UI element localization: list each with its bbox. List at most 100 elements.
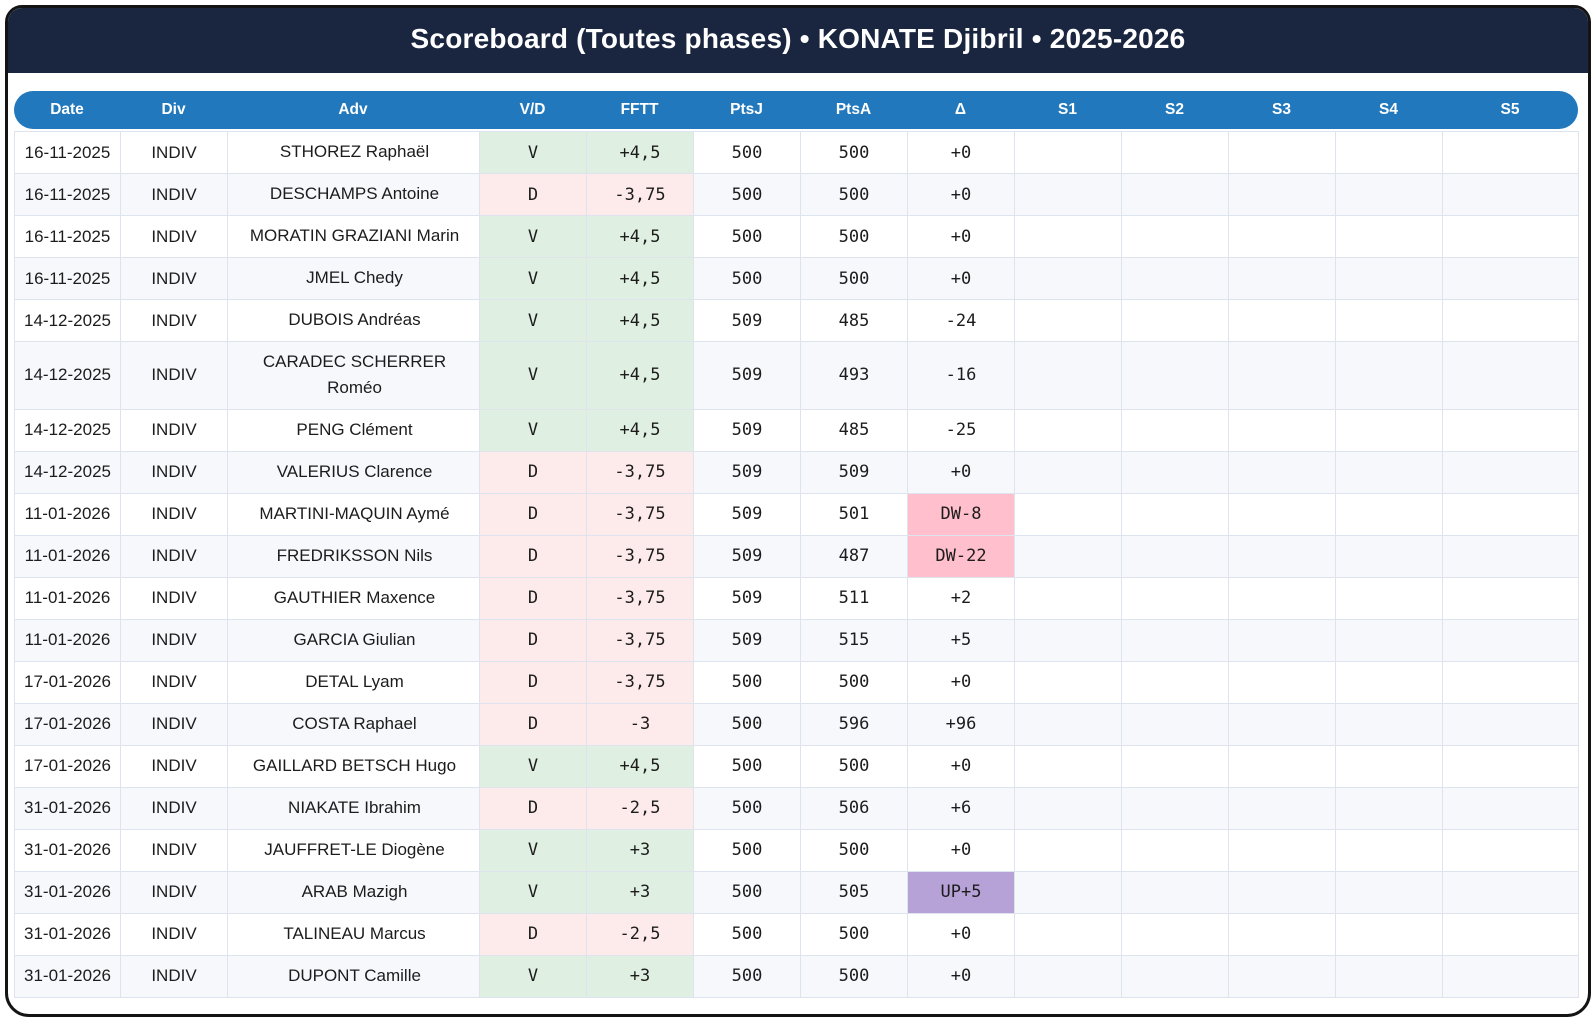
cell-s1 [1014,828,1122,872]
cell-date: 16-11-2025 [14,131,121,174]
cell-ptsj: 500 [693,702,801,746]
table-row: 17-01-2026 INDIV GAILLARD BETSCH Hugo V +4,5… [14,744,1579,788]
column-header-div: Div [161,101,186,118]
cell-ptsa: 515 [800,618,908,662]
cell-division: INDIV [120,744,228,788]
page-title: Scoreboard (Toutes phases) • KONATE Djib… [410,23,1186,54]
cell-s4 [1335,912,1443,956]
cell-adversary: PENG Clément [227,408,480,452]
table-header-row: Date Div Adv V/D FFTT PtsJ PtsA Δ S1 S2 S3 S4 S5 [14,91,1578,129]
cell-fftt: -3,75 [586,618,694,662]
table-row: 16-11-2025 INDIV JMEL Chedy V +4,5 500 500 +0 [14,257,1579,300]
cell-division: INDIV [120,954,228,998]
cell-fftt: +3 [586,870,694,914]
cell-vd: V [479,828,587,872]
cell-s5 [1442,660,1579,704]
cell-fftt: -3,75 [586,173,694,216]
cell-division: INDIV [120,912,228,956]
cell-s5 [1442,131,1579,174]
cell-vd: V [479,954,587,998]
cell-s5 [1442,408,1579,452]
cell-ptsa: 509 [800,450,908,494]
cell-s3 [1228,702,1336,746]
cell-division: INDIV [120,492,228,536]
table-row: 11-01-2026 INDIV FREDRIKSSON Nils D -3,75 509… [14,534,1579,578]
cell-s3 [1228,912,1336,956]
cell-s3 [1228,131,1336,174]
cell-s4 [1335,744,1443,788]
cell-ptsj: 500 [693,870,801,914]
cell-s5 [1442,450,1579,494]
cell-date: 11-01-2026 [14,576,121,620]
table-row: 14-12-2025 INDIV VALERIUS Clarence D -3,75 50… [14,450,1579,494]
cell-s1 [1014,257,1122,300]
cell-s5 [1442,786,1579,830]
column-header-ptsa: PtsA [835,101,872,118]
cell-s1 [1014,786,1122,830]
cell-vd: V [479,870,587,914]
cell-s3 [1228,215,1336,258]
cell-s4 [1335,534,1443,578]
cell-fftt: +4,5 [586,744,694,788]
table-row: 16-11-2025 INDIV STHOREZ Raphaël V +4,5 500 50… [14,131,1579,174]
cell-ptsa: 511 [800,576,908,620]
cell-adversary: TALINEAU Marcus [227,912,480,956]
cell-delta: +0 [907,954,1015,998]
cell-adversary: ARAB Mazigh [227,870,480,914]
cell-delta: +0 [907,660,1015,704]
cell-vd: D [479,492,587,536]
cell-s2 [1121,576,1229,620]
cell-s1 [1014,702,1122,746]
cell-delta: +0 [907,912,1015,956]
cell-s4 [1335,450,1443,494]
cell-division: INDIV [120,450,228,494]
cell-s2 [1121,408,1229,452]
cell-s2 [1121,870,1229,914]
cell-ptsj: 500 [693,828,801,872]
cell-division: INDIV [120,408,228,452]
cell-delta: +96 [907,702,1015,746]
cell-s4 [1335,492,1443,536]
cell-vd: D [479,173,587,216]
cell-ptsa: 500 [800,828,908,872]
cell-adversary: NIAKATE Ibrahim [227,786,480,830]
cell-ptsj: 509 [693,408,801,452]
cell-s1 [1014,131,1122,174]
cell-fftt: +3 [586,828,694,872]
cell-delta: +0 [907,257,1015,300]
cell-s2 [1121,828,1229,872]
cell-ptsa: 596 [800,702,908,746]
cell-division: INDIV [120,534,228,578]
cell-s4 [1335,702,1443,746]
cell-s3 [1228,744,1336,788]
cell-s1 [1014,576,1122,620]
cell-s5 [1442,870,1579,914]
cell-delta: +6 [907,786,1015,830]
cell-s3 [1228,660,1336,704]
cell-division: INDIV [120,828,228,872]
cell-s3 [1228,618,1336,662]
cell-division: INDIV [120,660,228,704]
cell-s4 [1335,576,1443,620]
column-header-adv: Adv [338,101,368,118]
cell-date: 11-01-2026 [14,534,121,578]
cell-s2 [1121,492,1229,536]
cell-ptsa: 501 [800,492,908,536]
cell-ptsj: 500 [693,954,801,998]
cell-vd: V [479,257,587,300]
cell-ptsa: 505 [800,870,908,914]
table-row: 17-01-2026 INDIV DETAL Lyam D -3,75 500 500 +0 [14,660,1579,704]
cell-s1 [1014,870,1122,914]
cell-ptsa: 493 [800,341,908,410]
cell-s3 [1228,576,1336,620]
cell-date: 16-11-2025 [14,257,121,300]
cell-s5 [1442,828,1579,872]
cell-fftt: -3,75 [586,660,694,704]
cell-ptsa: 500 [800,257,908,300]
cell-s3 [1228,870,1336,914]
cell-vd: D [479,618,587,662]
cell-date: 17-01-2026 [14,702,121,746]
cell-division: INDIV [120,257,228,300]
cell-fftt: -3 [586,702,694,746]
cell-vd: V [479,744,587,788]
